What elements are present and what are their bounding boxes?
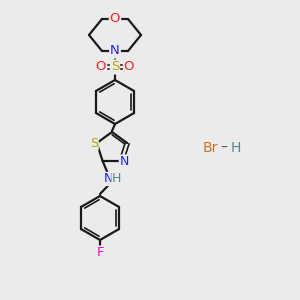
Text: S: S xyxy=(111,61,119,74)
Text: Br: Br xyxy=(202,141,218,155)
Text: H: H xyxy=(231,141,241,155)
Text: O: O xyxy=(110,13,120,26)
Text: N: N xyxy=(110,44,120,58)
Text: O: O xyxy=(124,61,134,74)
Text: F: F xyxy=(96,247,104,260)
Text: –: – xyxy=(220,141,227,155)
Text: H: H xyxy=(112,172,121,185)
Text: N: N xyxy=(120,155,129,168)
Text: S: S xyxy=(90,136,98,150)
Text: N: N xyxy=(104,172,113,185)
Text: O: O xyxy=(96,61,106,74)
